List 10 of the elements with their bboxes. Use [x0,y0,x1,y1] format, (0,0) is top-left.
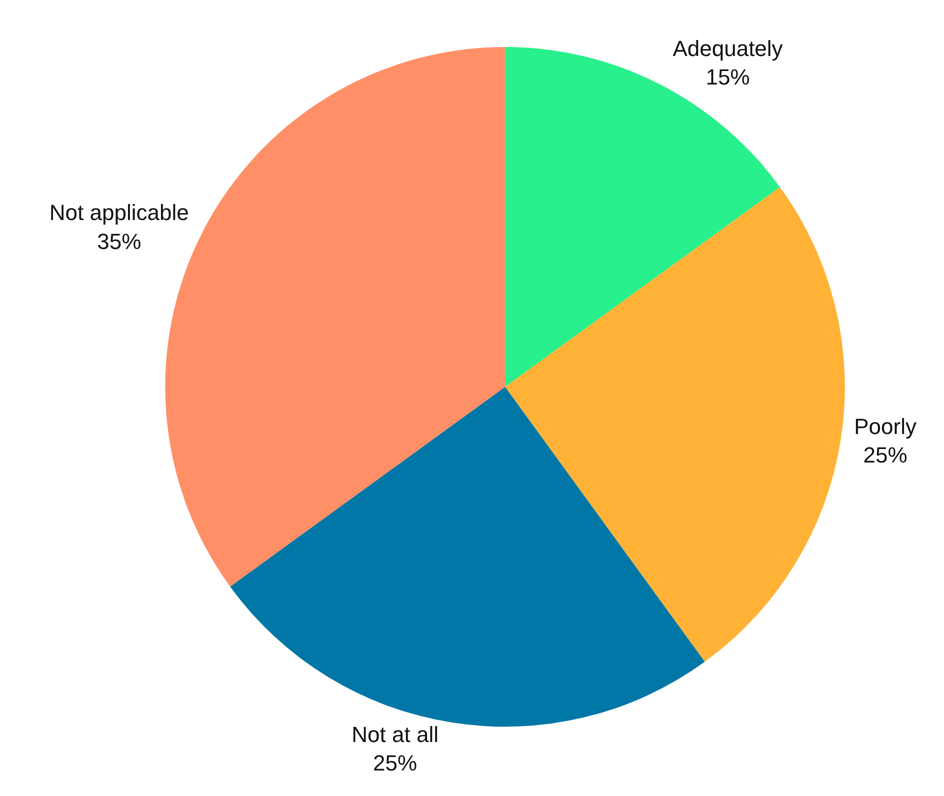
slice-label: Not applicable [49,200,189,226]
slice-label: Poorly [854,414,916,439]
data-label: 15% [706,64,750,90]
pie-slice [230,386,705,727]
data-label: 25% [373,750,418,776]
slice-label: Not at all [352,722,438,747]
pie-slice [505,187,845,662]
data-label: 25% [863,442,908,468]
data-label: 35% [97,228,142,254]
slice-label: Adequately [672,36,783,61]
